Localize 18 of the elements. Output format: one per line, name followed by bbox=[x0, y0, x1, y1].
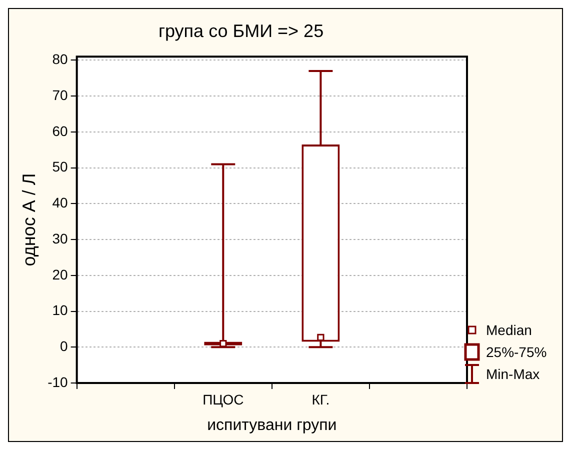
y-tick-label: 20 bbox=[52, 266, 68, 282]
y-tick-label: 60 bbox=[52, 122, 68, 139]
x-tick-label: КГ. bbox=[312, 391, 330, 408]
y-tick-label: 0 bbox=[60, 338, 68, 354]
y-axis-title: однос А / Л bbox=[18, 173, 39, 266]
y-tick-label: 40 bbox=[52, 194, 68, 211]
text: Median bbox=[486, 322, 532, 338]
text: 25%-75% bbox=[486, 344, 547, 360]
chart-title: група со БМИ => 25 bbox=[158, 20, 324, 41]
y-tick-label: 50 bbox=[52, 158, 68, 175]
x-axis-title: испитувани групи bbox=[207, 416, 337, 434]
y-tick-label: 10 bbox=[52, 302, 68, 318]
y-tick-label: 30 bbox=[52, 230, 68, 246]
x-tick-label: ПЦОС bbox=[202, 391, 244, 408]
y-tick-label: 70 bbox=[52, 86, 68, 103]
y-tick-label: -10 bbox=[48, 374, 68, 390]
y-tick-label: 80 bbox=[52, 51, 68, 68]
text: Min-Max bbox=[486, 366, 540, 382]
